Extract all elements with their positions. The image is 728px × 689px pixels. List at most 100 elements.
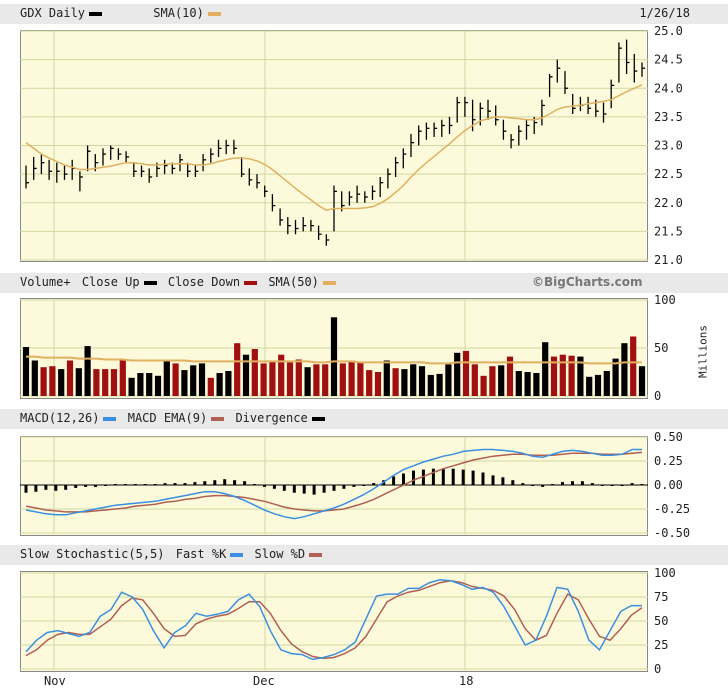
divergence-bar [64,485,68,490]
slow-d-label: Slow %D [254,547,306,561]
volume-bar [163,359,170,396]
volume-bar [119,360,126,396]
volume-bar [524,372,531,396]
stoch-label: Slow Stochastic(5,5) [20,547,165,561]
divergence-bar [352,485,356,487]
macd-ema-label: MACD EMA(9) [127,411,208,425]
volume-label: Volume+ [20,275,71,289]
divergence-bar [322,485,326,493]
brand-label: ©BigCharts.com [532,275,643,289]
divergence-bar [590,483,594,485]
price-bar-swatch [89,11,103,16]
volume-bar [568,355,575,396]
volume-bar [533,373,540,396]
slow-d-swatch [309,552,323,557]
price-ytick: 23.0 [654,139,683,153]
volume-bar [401,369,408,396]
sma50-swatch [322,280,336,285]
close-down-label: Close Down [167,275,241,289]
volume-bar [577,356,584,396]
stoch-ytick: 0 [654,662,661,676]
divergence-bar [34,485,38,492]
volume-bar [410,364,417,396]
divergence-bar [402,473,405,485]
volume-bar [304,367,311,396]
divergence-bar [113,484,117,485]
close-up-label: Close Up [81,275,140,289]
price-ytick: 23.5 [654,110,683,124]
volume-bar [550,356,558,396]
macd-ytick: -0.25 [654,502,690,516]
volume-bar [66,360,74,396]
divergence-bar [501,477,505,485]
volume-bar [586,376,593,396]
volume-bar [418,366,426,396]
fast-k-label: Fast %K [175,547,227,561]
divergence-bar [551,484,555,485]
volume-bar [128,377,135,396]
volume-bar [489,366,496,396]
volume-bar [630,336,637,396]
volume-ytick: 100 [654,293,676,307]
volume-bar [58,369,65,396]
volume-bar [110,369,118,396]
sma10-label: SMA(10) [153,6,204,20]
volume-bar [427,374,434,396]
volume-bar [594,374,602,396]
volume-bar [31,360,38,396]
divergence-bar [253,484,256,485]
price-ytick: 21.0 [654,253,683,267]
stoch-ytick: 75 [654,590,668,604]
volume-bar [515,371,522,396]
divergence-bar [580,481,584,485]
sma10-swatch [207,11,221,16]
volume-bar [322,364,329,396]
volume-bar [612,358,619,396]
divergence-bar [302,485,306,494]
divergence-bar [511,480,515,485]
divergence-bar [332,485,336,491]
volume-bar [40,367,47,396]
divergence-bar [243,481,247,485]
divergence-bar [571,481,574,485]
stoch-ytick: 100 [654,566,676,580]
divergence-bar [521,483,525,485]
divergence-bar [441,468,445,485]
sma50-label: SMA(50) [268,275,319,289]
volume-bar [75,368,82,396]
price-ytick: 24.0 [654,81,683,95]
stoch-ytick: 50 [654,614,668,628]
x-axis-label: 18 [459,674,473,688]
volume-bar [146,373,153,396]
volume-bar [154,375,162,396]
divergence-bar [263,485,266,487]
volume-bar [242,354,250,396]
price-title-bar: GDX Daily SMA(10) 1/26/18 [0,4,728,24]
volume-ytick: 0 [654,389,661,403]
divergence-bar [481,472,485,485]
divergence-bar [44,485,48,490]
divergence-bar [54,485,58,491]
volume-ytick: 50 [654,341,668,355]
divergence-bar [362,485,366,486]
volume-bar [471,364,478,396]
volume-bar [190,365,197,396]
volume-bar [93,369,100,396]
divergence-bar [193,482,197,485]
divergence-bar [133,484,137,485]
volume-bar [454,352,461,396]
volume-bar [330,317,338,396]
volume-bar [181,370,188,396]
divergence-bar [233,480,237,485]
divergence-bar [183,483,187,485]
volume-bar [357,362,364,396]
fast-k-line [25,578,642,661]
volume-bar [260,363,267,396]
macd-title-bar: MACD(12,26) MACD EMA(9) Divergence [0,409,728,429]
divergence-bar [312,485,316,495]
divergence-bar [531,485,535,486]
divergence-bar [143,484,147,485]
divergence-bar [640,484,644,485]
macd-ema-swatch [211,416,225,421]
